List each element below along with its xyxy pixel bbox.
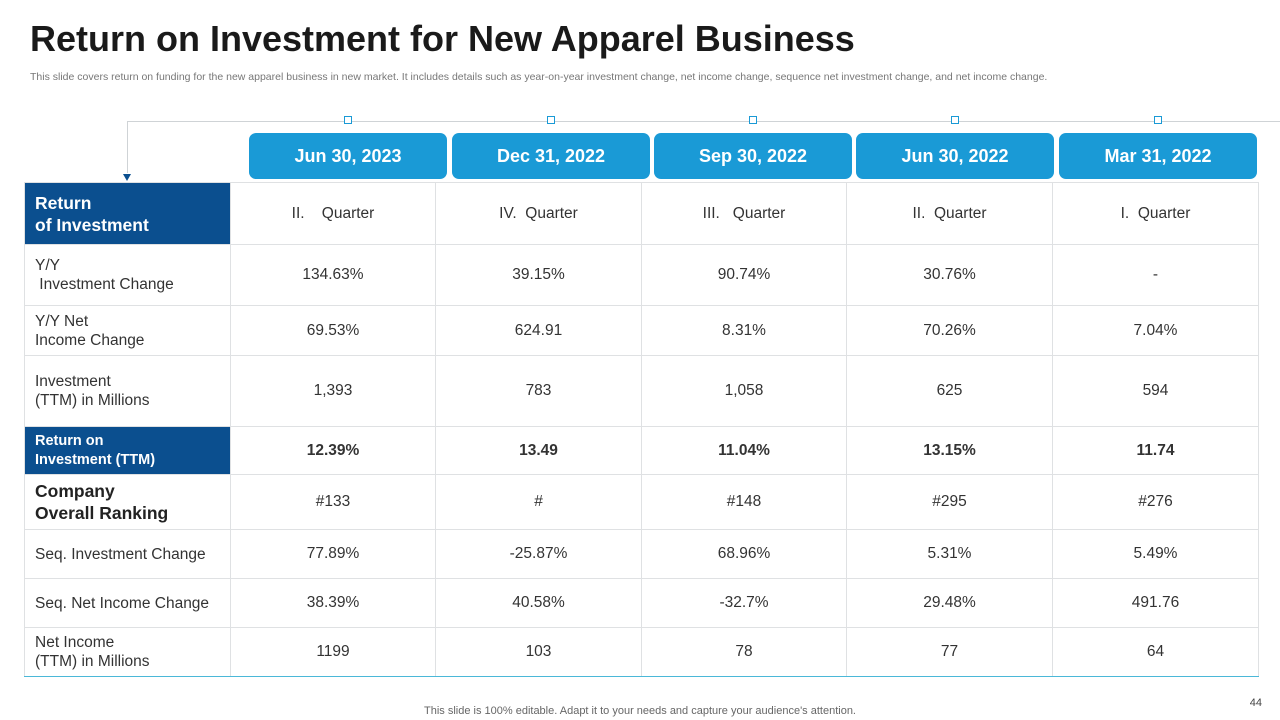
row-label: Return on Investment (TTM) — [24, 426, 231, 475]
table-header-row: Return of Investment II. Quarter IV. Quar… — [24, 182, 1259, 245]
value-cell: 13.15% — [846, 426, 1053, 475]
marker-square-icon — [547, 116, 555, 124]
quarter-cell: III. Quarter — [641, 182, 847, 245]
value-cell: 77.89% — [230, 529, 436, 579]
table-row: Net Income (TTM) in Millions 1199 103 78 … — [24, 627, 1259, 677]
table-row: Seq. Investment Change 77.89% -25.87% 68… — [24, 529, 1259, 579]
table-row: Y/Y Investment Change 134.63% 39.15% 90.… — [24, 244, 1259, 306]
marker-square-icon — [1154, 116, 1162, 124]
value-cell: 38.39% — [230, 578, 436, 628]
date-header-3: Sep 30, 2022 — [654, 133, 852, 179]
roi-table: Return of Investment II. Quarter IV. Quar… — [24, 182, 1259, 677]
value-cell: 624.91 — [435, 305, 642, 356]
value-cell: 39.15% — [435, 244, 642, 306]
value-cell: 11.04% — [641, 426, 847, 475]
row-label: Company Overall Ranking — [24, 474, 231, 530]
value-cell: 625 — [846, 355, 1053, 427]
footer-note: This slide is 100% editable. Adapt it to… — [424, 705, 856, 717]
value-cell: 783 — [435, 355, 642, 427]
value-cell: 68.96% — [641, 529, 847, 579]
value-cell: -25.87% — [435, 529, 642, 579]
quarter-cell: II. Quarter — [846, 182, 1053, 245]
value-cell: 1199 — [230, 627, 436, 677]
value-cell: 491.76 — [1052, 578, 1259, 628]
value-cell: 77 — [846, 627, 1053, 677]
table-row: Investment (TTM) in Millions 1,393 783 1,… — [24, 355, 1259, 427]
value-cell: 78 — [641, 627, 847, 677]
value-cell: 5.31% — [846, 529, 1053, 579]
value-cell: #133 — [230, 474, 436, 530]
value-cell: 64 — [1052, 627, 1259, 677]
table-row: Y/Y Net Income Change 69.53% 624.91 8.31%… — [24, 305, 1259, 356]
row-label: Seq. Net Income Change — [24, 578, 231, 628]
value-cell: 5.49% — [1052, 529, 1259, 579]
date-header-5: Mar 31, 2022 — [1059, 133, 1257, 179]
row-label: Return of Investment — [24, 182, 231, 245]
value-cell: - — [1052, 244, 1259, 306]
row-label: Net Income (TTM) in Millions — [24, 627, 231, 677]
table-row: Seq. Net Income Change 38.39% 40.58% -32… — [24, 578, 1259, 628]
connector-drop-line — [127, 121, 128, 173]
connector-line — [127, 121, 1280, 122]
slide-subtitle: This slide covers return on funding for … — [30, 71, 1048, 83]
value-cell: #276 — [1052, 474, 1259, 530]
marker-square-icon — [344, 116, 352, 124]
value-cell: 594 — [1052, 355, 1259, 427]
row-label: Y/Y Investment Change — [24, 244, 231, 306]
value-cell: 90.74% — [641, 244, 847, 306]
value-cell: 1,393 — [230, 355, 436, 427]
value-cell: 11.74 — [1052, 426, 1259, 475]
value-cell: 103 — [435, 627, 642, 677]
table-row-highlight: Return on Investment (TTM) 12.39% 13.49 1… — [24, 426, 1259, 475]
value-cell: #148 — [641, 474, 847, 530]
value-cell: 8.31% — [641, 305, 847, 356]
value-cell: 1,058 — [641, 355, 847, 427]
date-header-4: Jun 30, 2022 — [856, 133, 1054, 179]
value-cell: #295 — [846, 474, 1053, 530]
value-cell: 134.63% — [230, 244, 436, 306]
marker-square-icon — [951, 116, 959, 124]
value-cell: 7.04% — [1052, 305, 1259, 356]
row-label: Investment (TTM) in Millions — [24, 355, 231, 427]
quarter-cell: IV. Quarter — [435, 182, 642, 245]
value-cell: 70.26% — [846, 305, 1053, 356]
table-row: Company Overall Ranking #133 # #148 #295 … — [24, 474, 1259, 530]
value-cell: -32.7% — [641, 578, 847, 628]
row-label: Seq. Investment Change — [24, 529, 231, 579]
value-cell: 40.58% — [435, 578, 642, 628]
quarter-cell: I. Quarter — [1052, 182, 1259, 245]
marker-square-icon — [749, 116, 757, 124]
value-cell: # — [435, 474, 642, 530]
value-cell: 29.48% — [846, 578, 1053, 628]
date-header-2: Dec 31, 2022 — [452, 133, 650, 179]
date-header-1: Jun 30, 2023 — [249, 133, 447, 179]
page-number: 44 — [1249, 697, 1262, 709]
value-cell: 30.76% — [846, 244, 1053, 306]
row-label: Y/Y Net Income Change — [24, 305, 231, 356]
arrow-down-icon — [123, 174, 131, 181]
quarter-cell: II. Quarter — [230, 182, 436, 245]
value-cell: 69.53% — [230, 305, 436, 356]
value-cell: 12.39% — [230, 426, 436, 475]
slide-title: Return on Investment for New Apparel Bus… — [30, 18, 855, 59]
value-cell: 13.49 — [435, 426, 642, 475]
